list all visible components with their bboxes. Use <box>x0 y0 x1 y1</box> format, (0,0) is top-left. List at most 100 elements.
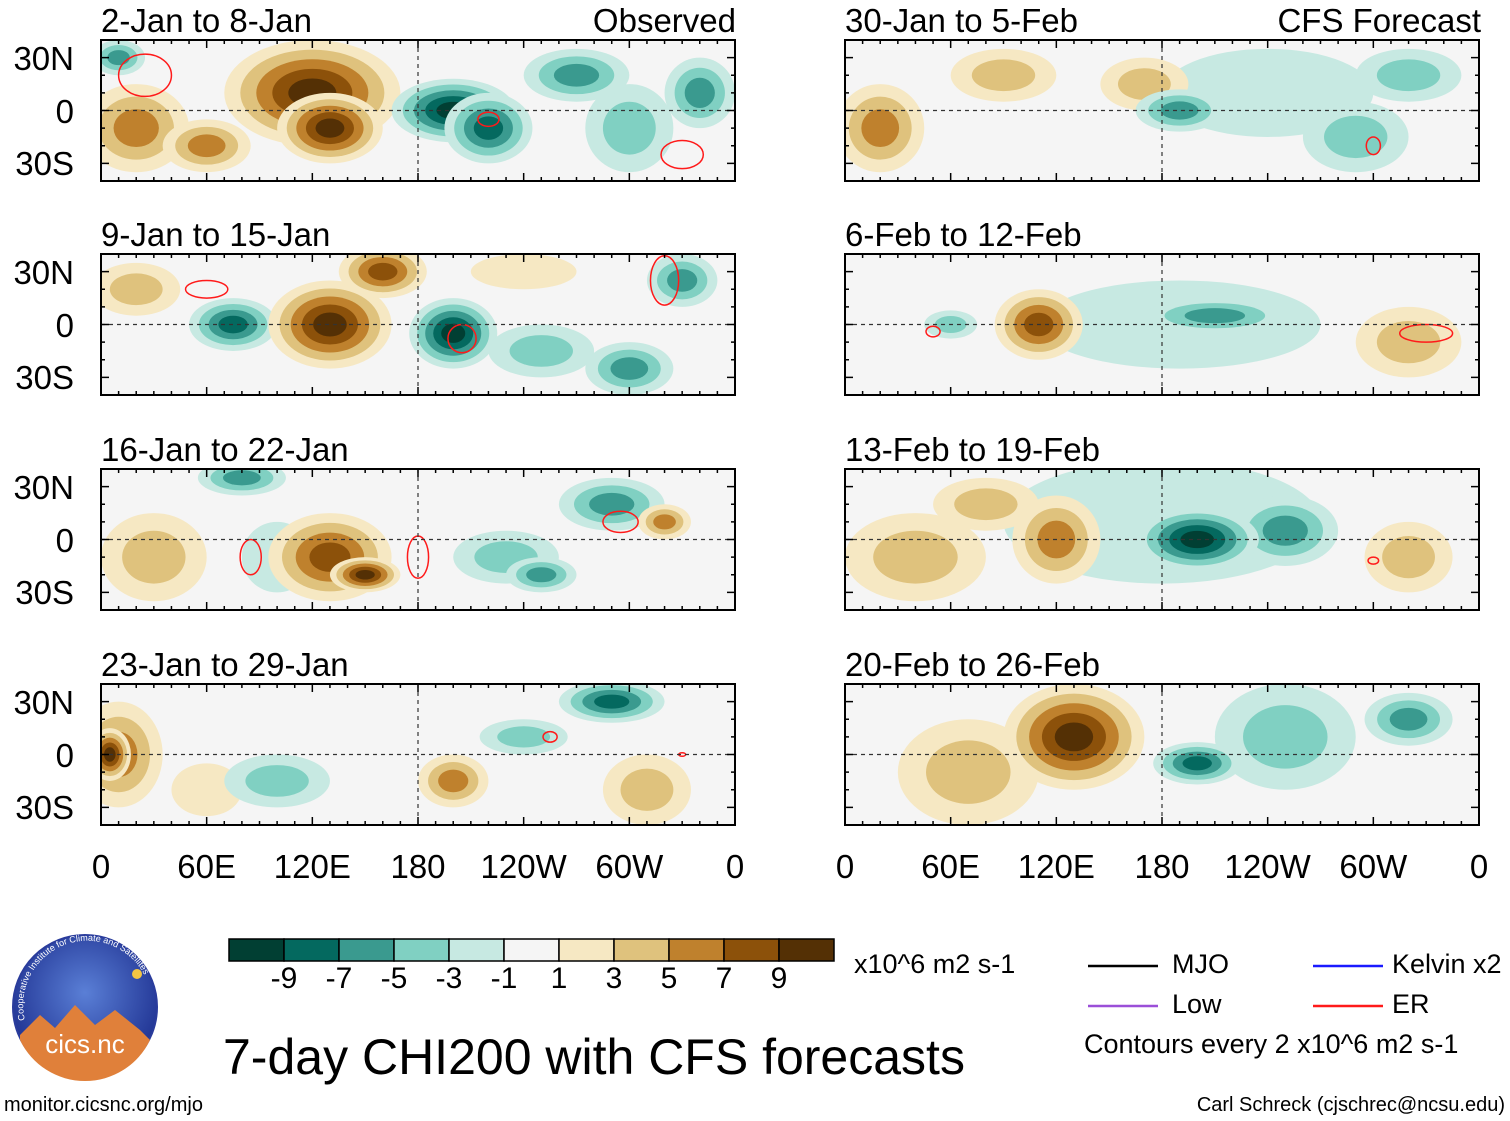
panel-title: 13-Feb to 19-Feb <box>845 431 1100 468</box>
map-panel <box>100 468 736 611</box>
anomaly-shading <box>667 269 698 292</box>
anomaly-shading <box>438 769 469 793</box>
anomaly-shading <box>971 59 1036 92</box>
x-tick-label: 60E <box>177 848 237 885</box>
legend-label: ER <box>1392 989 1430 1019</box>
map-panel <box>100 683 736 826</box>
anomaly-shading <box>171 763 242 817</box>
anomaly-shading <box>1376 59 1441 92</box>
anomaly-shading <box>223 470 261 486</box>
colorbar-swatch <box>393 938 450 962</box>
anomaly-shading <box>1389 707 1428 731</box>
y-tick-label: 0 <box>55 736 74 774</box>
anomaly-shading <box>1117 68 1171 100</box>
anomaly-shading <box>1184 308 1246 324</box>
panel-title: 6-Feb to 12-Feb <box>845 216 1082 253</box>
anomaly-shading <box>1160 101 1199 120</box>
anomaly-shading <box>109 273 163 306</box>
colorbar-swatch <box>723 938 780 962</box>
anomaly-shading <box>218 315 248 334</box>
map-panel <box>844 39 1480 182</box>
anomaly-shading <box>1054 722 1094 752</box>
x-tick-label: 0 <box>725 848 745 885</box>
anomaly-shading <box>861 109 900 148</box>
colorbar <box>228 938 835 962</box>
logo-text: cics.nc <box>45 1029 124 1059</box>
y-tick-label: 30S <box>15 574 74 612</box>
x-tick-label: 180 <box>390 848 446 885</box>
er-contour <box>1365 136 1382 156</box>
colorbar-label: -1 <box>490 962 518 995</box>
er-contour <box>925 325 941 338</box>
anomaly-shading <box>1382 535 1435 579</box>
colorbar-label: 5 <box>660 962 678 995</box>
anomaly-shading <box>107 50 130 66</box>
anomaly-shading <box>553 63 600 87</box>
er-contour <box>117 53 173 98</box>
panel-title: 23-Jan to 29-Jan <box>101 646 349 683</box>
er-contour <box>660 139 705 170</box>
x-tick-label: 180 <box>1134 848 1190 885</box>
x-tick-label: 120E <box>273 848 351 885</box>
y-tick-label: 30S <box>15 145 74 183</box>
x-tick-label: 60W <box>595 848 664 885</box>
x-tick-label: 120W <box>480 848 567 885</box>
anomaly-shading <box>441 323 466 343</box>
colorbar-swatch <box>558 938 615 962</box>
anomaly-shading <box>245 765 309 797</box>
anomaly-shading <box>470 254 577 290</box>
x-tick-label: 0 <box>91 848 111 885</box>
panel-title: 2-Jan to 8-Jan <box>101 2 312 39</box>
column-label: CFS Forecast <box>1277 2 1481 39</box>
colorbar-swatch <box>613 938 670 962</box>
colorbar-swatch <box>503 938 560 962</box>
anomaly-shading <box>497 726 551 748</box>
anomaly-shading <box>594 694 630 709</box>
anomaly-shading <box>653 514 676 530</box>
y-tick-label: 30S <box>15 359 74 397</box>
y-tick-label: 30N <box>13 468 74 506</box>
anomaly-shading <box>926 740 1011 804</box>
panel-title: 9-Jan to 15-Jan <box>101 216 331 253</box>
map-panel <box>100 39 736 182</box>
legend-label: MJO <box>1172 949 1229 979</box>
contour-note: Contours every 2 x10^6 m2 s-1 <box>1084 1029 1459 1059</box>
panel-title: 30-Jan to 5-Feb <box>845 2 1078 39</box>
er-contour <box>1367 556 1380 565</box>
y-tick-label: 30N <box>13 683 74 721</box>
footer-credit: Carl Schreck (cjschrec@ncsu.edu) <box>1196 1094 1505 1116</box>
er-contour <box>477 111 500 128</box>
colorbar-label: -5 <box>380 962 408 995</box>
footer-url: monitor.cicsnc.org/mjo <box>4 1094 203 1116</box>
anomaly-shading <box>113 109 159 148</box>
anomaly-shading <box>473 116 504 140</box>
colorbar-label: -3 <box>435 962 463 995</box>
colorbar-label: 9 <box>770 962 788 995</box>
y-tick-label: 0 <box>55 306 74 344</box>
er-contour <box>1399 323 1454 343</box>
anomaly-shading <box>873 530 958 584</box>
anomaly-shading <box>589 492 635 516</box>
map-panel <box>844 253 1480 396</box>
x-tick-label: 120W <box>1224 848 1311 885</box>
colorbar-swatch <box>228 938 285 962</box>
anomaly-shading <box>368 262 398 281</box>
anomaly-shading <box>122 530 186 584</box>
x-tick-label: 60E <box>921 848 981 885</box>
y-tick-label: 30N <box>13 39 74 77</box>
panel-title: 20-Feb to 26-Feb <box>845 646 1100 683</box>
anomaly-shading <box>602 101 656 155</box>
anomaly-shading <box>610 357 649 380</box>
colorbar-swatch <box>668 938 725 962</box>
anomaly-shading <box>684 77 715 108</box>
colorbar-label: -7 <box>325 962 353 995</box>
colorbar-swatch <box>338 938 395 962</box>
colorbar-label: -9 <box>270 962 298 995</box>
anomaly-shading <box>1262 515 1308 546</box>
anomaly-shading <box>313 312 347 337</box>
figure-title: 7-day CHI200 with CFS forecasts <box>223 1029 965 1085</box>
anomaly-shading <box>526 567 557 583</box>
column-label: Observed <box>592 2 736 39</box>
anomaly-shading <box>1324 115 1388 159</box>
anomaly-shading <box>954 488 1018 521</box>
